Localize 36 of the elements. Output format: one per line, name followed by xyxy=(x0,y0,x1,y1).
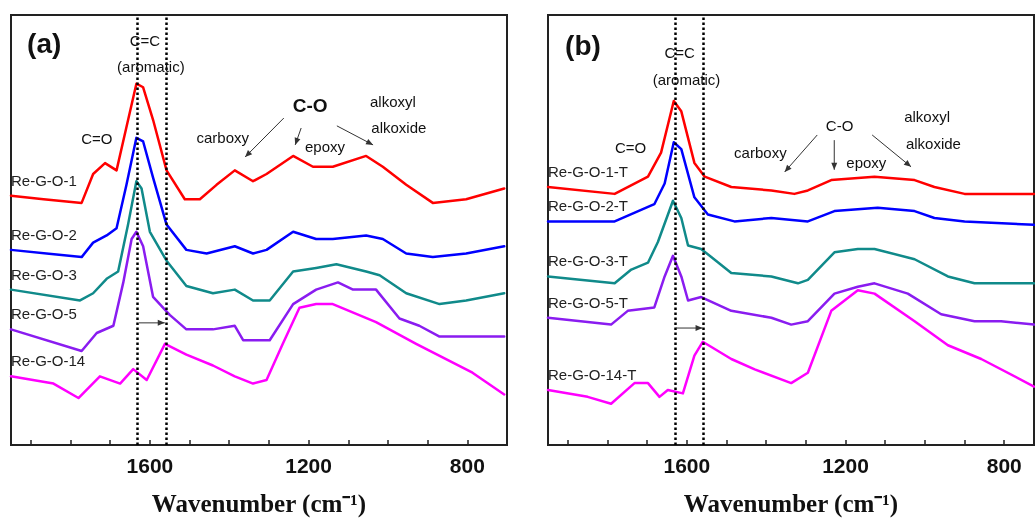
annotation: alkoxyl xyxy=(904,107,951,125)
text: C=C xyxy=(129,31,161,49)
x-tick-label: 1200 xyxy=(285,454,332,477)
x-tick-label: 1200 xyxy=(822,454,869,477)
annotation: alkoxide xyxy=(905,134,961,152)
x-axis-title: Wavenumber (cm⁻¹) xyxy=(683,490,899,518)
x-tick-label: 800 xyxy=(986,454,1022,477)
series-label: Re-G-O-3 xyxy=(11,265,77,283)
annotation: alkoxyl xyxy=(369,92,416,110)
series-label: Re-G-O-1 xyxy=(11,171,77,189)
annotation: C-O xyxy=(292,94,328,116)
x-axis-title: Wavenumber (cm⁻¹) xyxy=(151,490,367,518)
text: (aromatic) xyxy=(652,70,721,88)
x-tick-label: 800 xyxy=(449,454,485,477)
x-tick-label: 1600 xyxy=(126,454,174,477)
text: (a) xyxy=(27,27,62,59)
series-label: Re-G-O-1-T xyxy=(548,163,628,180)
series-label: Re-G-O-2 xyxy=(11,225,77,243)
x-tick-label: 1600 xyxy=(663,454,711,477)
annotation: epoxy xyxy=(304,137,346,155)
annotation: epoxy xyxy=(846,153,887,171)
annotation: C=O xyxy=(614,139,647,157)
annotation: carboxy xyxy=(196,128,250,146)
series-label: Re-G-O-5-T xyxy=(548,293,628,311)
annotation: C=O xyxy=(81,130,113,148)
text: (b) xyxy=(565,29,601,61)
series-label: Re-G-O-2-T xyxy=(548,197,628,215)
annotation: C-O xyxy=(825,116,854,134)
text: (aromatic) xyxy=(117,57,185,75)
series-label: Re-G-O-14-T xyxy=(548,365,637,383)
text: C=C xyxy=(664,44,696,62)
series-label: Re-G-O-14 xyxy=(11,352,86,370)
series-label: Re-G-O-5 xyxy=(11,305,77,323)
annotation: alkoxide xyxy=(371,118,427,136)
series-label: Re-G-O-3-T xyxy=(548,252,628,270)
annotation: carboxy xyxy=(734,143,788,161)
